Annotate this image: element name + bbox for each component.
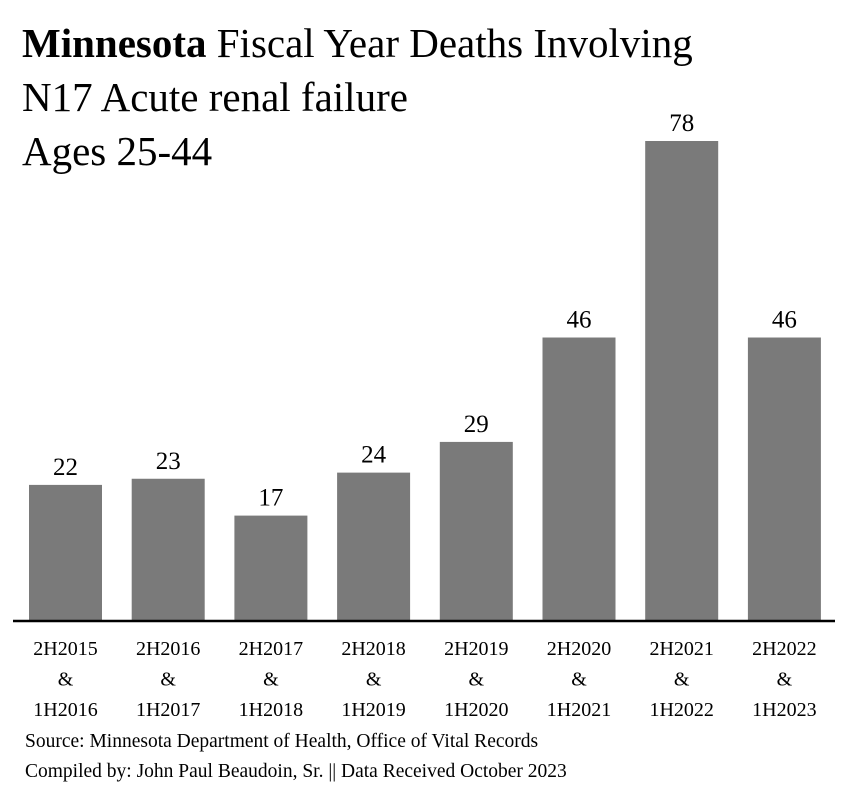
- data-label: 22: [53, 454, 78, 481]
- x-tick-label: 2H2017: [239, 638, 303, 660]
- title-line-2: N17 Acute renal failure: [22, 74, 408, 120]
- x-tick-label: &: [160, 669, 176, 691]
- x-tick-label: &: [263, 669, 279, 691]
- x-tick-label: 1H2021: [547, 699, 611, 721]
- x-tick-label: 1H2022: [649, 699, 713, 721]
- x-tick-label: &: [469, 669, 485, 691]
- x-tick-label: &: [366, 669, 382, 691]
- bar: [542, 337, 616, 620]
- data-label: 46: [772, 307, 797, 334]
- x-tick-label: 2H2016: [136, 638, 200, 660]
- bar: [747, 337, 821, 620]
- x-tick-label: 2H2019: [444, 638, 508, 660]
- x-tick-label: &: [58, 669, 74, 691]
- data-label: 78: [669, 110, 694, 137]
- x-tick-label: 1H2018: [239, 699, 303, 721]
- x-tick-label: 1H2020: [444, 699, 508, 721]
- x-tick-label: &: [777, 669, 793, 691]
- bar: [234, 515, 308, 620]
- title-rest: Fiscal Year Deaths Involving: [206, 20, 693, 66]
- data-label: 17: [258, 485, 283, 512]
- x-tick-label: 2H2020: [547, 638, 611, 660]
- bar: [131, 478, 205, 620]
- x-tick-label: 1H2016: [33, 699, 97, 721]
- title-line-1: Minnesota Fiscal Year Deaths Involving: [22, 16, 693, 70]
- x-tick-label: 1H2017: [136, 699, 200, 721]
- x-tick-label: 1H2023: [752, 699, 816, 721]
- bar: [439, 441, 513, 620]
- data-label: 24: [361, 442, 387, 469]
- x-tick-label: 2H2021: [649, 638, 713, 660]
- bar: [29, 484, 102, 620]
- data-label: 23: [156, 448, 181, 475]
- x-tick-label: &: [674, 669, 690, 691]
- x-tick-label: 2H2015: [33, 638, 97, 660]
- source-notes: Source: Minnesota Department of Health, …: [25, 727, 567, 787]
- x-tick-label: 2H2022: [752, 638, 816, 660]
- source-line: Source: Minnesota Department of Health, …: [25, 731, 539, 752]
- title-line-3: Ages 25-44: [22, 128, 213, 174]
- data-label: 29: [464, 411, 489, 438]
- bar: [645, 141, 719, 620]
- bar: [337, 472, 411, 620]
- x-tick-label: 1H2019: [341, 699, 405, 721]
- title-state: Minnesota: [22, 20, 207, 66]
- compiled-line: Compiled by: John Paul Beaudoin, Sr. || …: [25, 761, 567, 782]
- data-label: 46: [567, 307, 592, 334]
- chart-title: Minnesota Fiscal Year Deaths Involving N…: [22, 16, 693, 178]
- x-tick-label: 2H2018: [341, 638, 405, 660]
- x-tick-label: &: [571, 669, 587, 691]
